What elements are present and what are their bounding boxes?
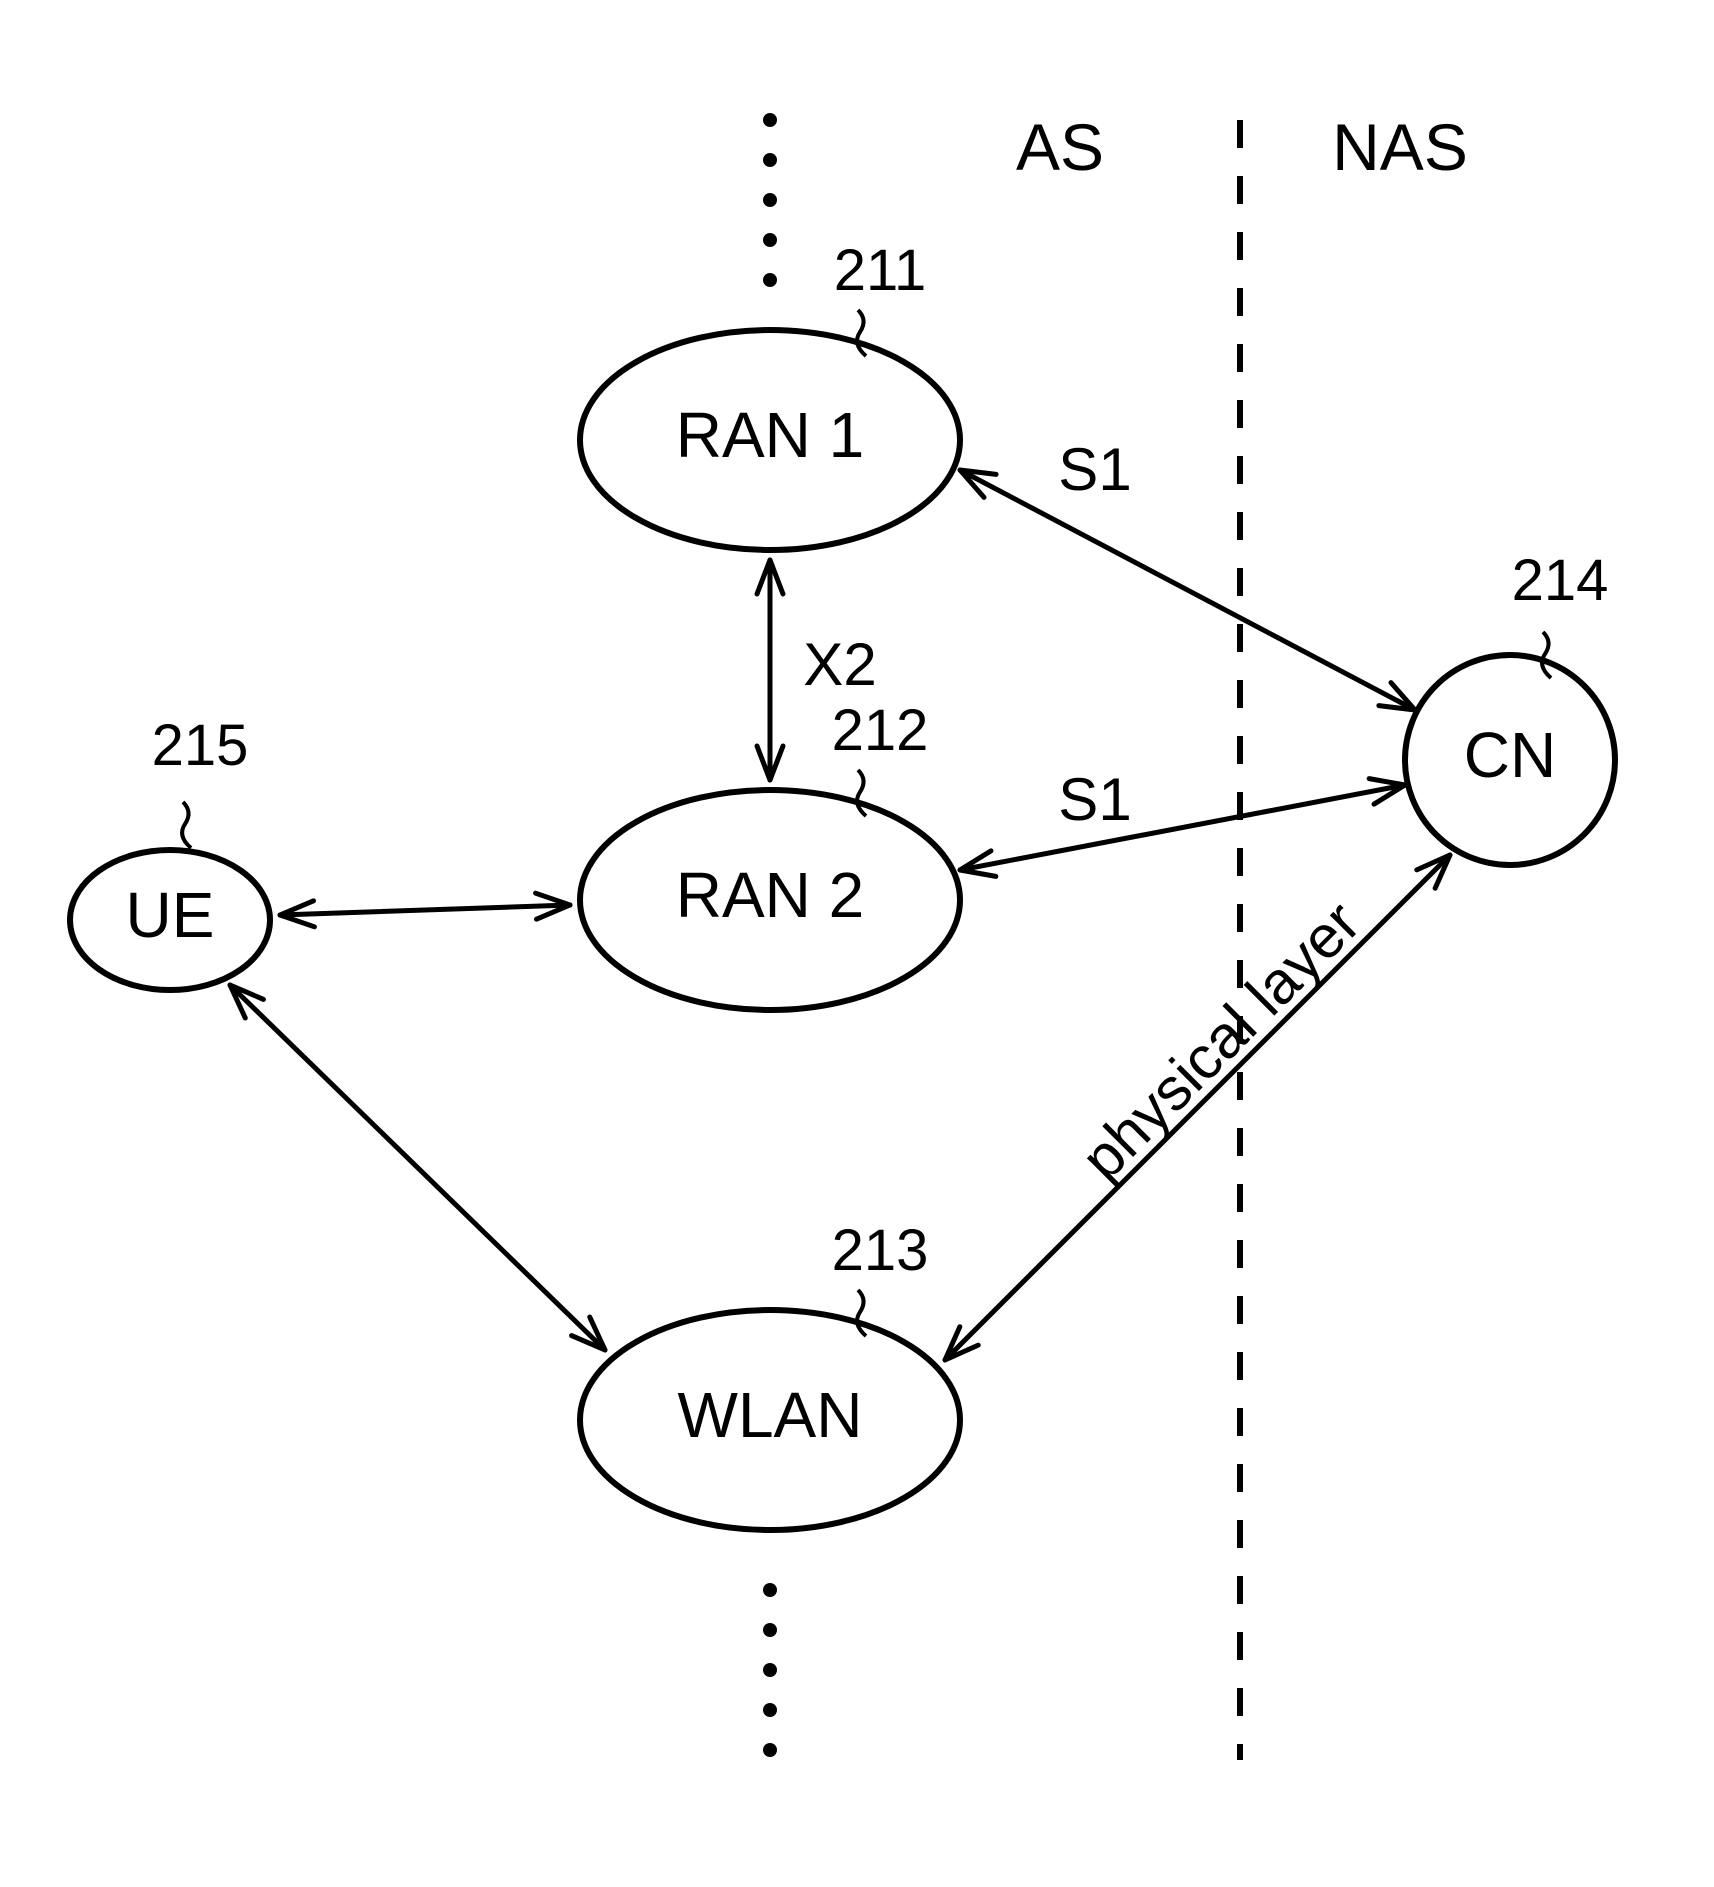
ref-ran2: 212 <box>832 698 929 763</box>
region-label-as: AS <box>1016 110 1104 184</box>
continuation-dots-bottom <box>763 1583 777 1757</box>
node-label-ue: UE <box>126 879 215 951</box>
region-label-nas: NAS <box>1332 110 1468 184</box>
edge-ue-wlan <box>230 985 605 1350</box>
edge-ue-ran2 <box>280 893 570 927</box>
edge-label-ran1-cn: S1 <box>1058 436 1131 503</box>
ref-wlan: 213 <box>832 1218 929 1283</box>
edge-label-ran2-cn: S1 <box>1058 766 1131 833</box>
node-ue: UE <box>70 850 270 990</box>
node-ran2: RAN 2 <box>580 790 960 1010</box>
node-ran1: RAN 1 <box>580 330 960 550</box>
node-label-wlan: WLAN <box>678 1379 863 1451</box>
ref-ran1: 211 <box>834 238 926 303</box>
edge-label-wlan-cn: physical layer <box>1068 888 1372 1192</box>
node-label-ran1: RAN 1 <box>676 399 865 471</box>
node-label-ran2: RAN 2 <box>676 859 865 931</box>
ref-ue: 215 <box>152 713 249 778</box>
continuation-dots-top <box>763 113 777 287</box>
ref-cn: 214 <box>1512 548 1609 613</box>
node-label-cn: CN <box>1464 719 1556 791</box>
edge-ran1-cn: S1 <box>960 436 1415 710</box>
ref-leader <box>182 802 191 848</box>
node-cn: CN <box>1405 655 1615 865</box>
edge-ran2-cn: S1 <box>960 766 1405 876</box>
node-wlan: WLAN <box>580 1310 960 1530</box>
edge-wlan-cn: physical layer <box>945 855 1450 1360</box>
edge-label-ran1-ran2: X2 <box>803 631 876 698</box>
